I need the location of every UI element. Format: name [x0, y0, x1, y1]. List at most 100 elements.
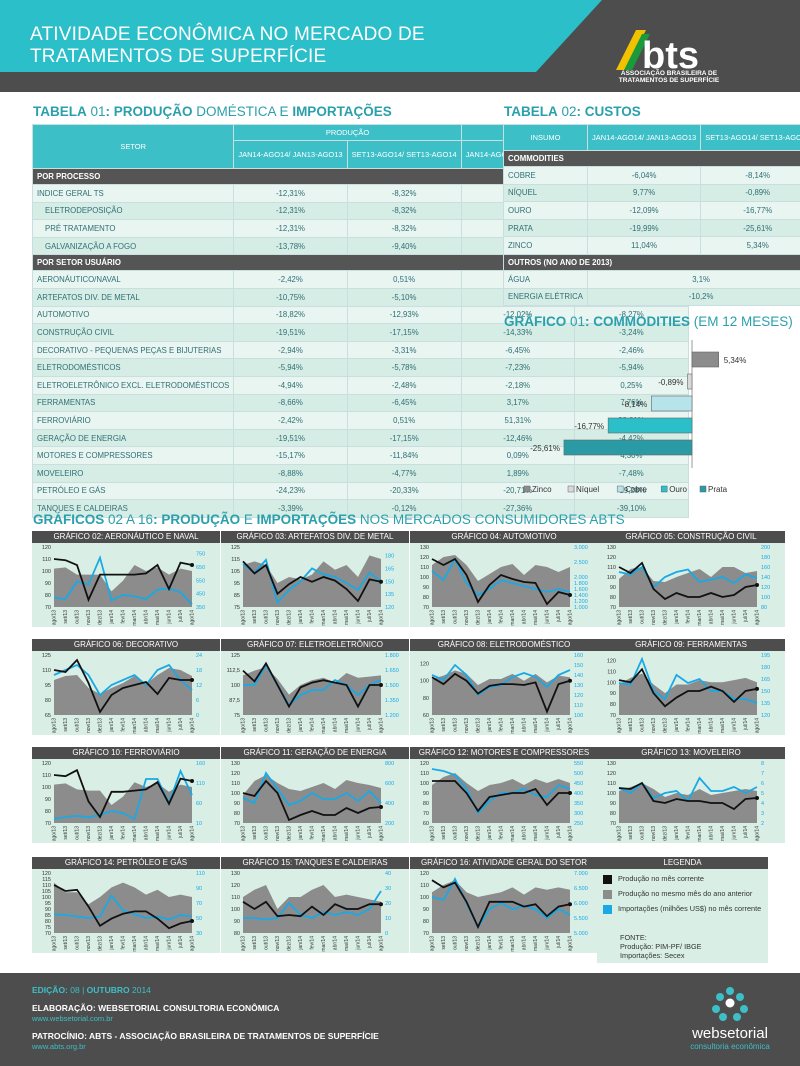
bar-label: -25,61%	[530, 444, 560, 453]
y1-tick: 100	[420, 895, 429, 901]
marker-last-current	[379, 579, 383, 584]
x-tick: jan/14	[674, 610, 680, 625]
table-row: ZINCO 11,04% 5,34%	[503, 236, 800, 255]
table1-title: TABELA 01: PRODUÇÃO DOMÉSTICA E IMPORTAÇ…	[33, 104, 392, 119]
chart-plot: 80 90 100 110 120 130 0 10 20 30 40 ago/13 set/13 out…	[231, 871, 391, 952]
elaboracao: ELABORAÇÃO: WEBSETORIAL CONSULTORIA ECON…	[32, 1003, 280, 1013]
x-tick: mai/14	[155, 826, 161, 841]
row-value: -27,36%	[460, 499, 575, 518]
chart-title: GRÁFICO 11: GERAÇÃO DE ENERGIA	[221, 747, 409, 759]
table-row: FERRAMENTAS -8,66% -6,45% 3,17% 7,76%	[31, 393, 689, 413]
x-tick: nov/13	[275, 936, 281, 951]
x-tick: jan/14	[298, 826, 304, 841]
row-value: 0,51%	[346, 411, 462, 430]
brand-name: websetorial	[692, 1025, 768, 1042]
x-tick: fev/14	[310, 610, 316, 624]
x-tick: set/13	[628, 718, 634, 732]
y1-tick: 70	[45, 821, 51, 827]
x-tick: fev/14	[121, 936, 127, 950]
y1-tick: 110	[420, 565, 429, 571]
x-tick: ago/13	[241, 936, 247, 952]
y2-tick: 30	[196, 931, 202, 937]
chart-title: GRÁFICO 14: PETRÓLEO E GÁS	[32, 857, 220, 869]
area-previous	[54, 565, 192, 607]
chart-g04: GRÁFICO 04: AUTOMOTIVO 70 80 90 100 110 120 130…	[410, 531, 598, 627]
x-tick: ago/14	[568, 826, 574, 842]
table-row: COBRE -6,04% -8,14%	[503, 166, 800, 185]
x-tick: set/13	[63, 826, 69, 840]
row-value: -12,46%	[460, 428, 575, 448]
marker-last-current	[190, 919, 194, 923]
x-tick: set/13	[252, 610, 258, 624]
y1-tick: 90	[423, 585, 429, 591]
y2-tick: 50	[196, 916, 202, 922]
legend-label: Níquel	[576, 485, 599, 494]
chart-title: GRÁFICO 04: AUTOMOTIVO	[410, 531, 598, 543]
row-value: -8,88%	[233, 463, 348, 483]
commodities-bar-chart: 5,34% -0,89% -8,14% -16,77% -25,61% Zinco Níqu…	[523, 340, 746, 494]
patrocinio-link[interactable]: www.abts.org.br	[32, 1042, 86, 1051]
y2-tick: 350	[196, 605, 205, 611]
x-tick: fev/14	[686, 826, 692, 840]
y1-tick: 100	[231, 683, 240, 689]
x-tick: dez/13	[476, 936, 482, 951]
y1-tick: 100	[607, 575, 616, 581]
chart-g06: GRÁFICO 06: DECORATIVO 65 80 95 110 125 0 6 12 18…	[32, 639, 220, 735]
y1-tick: 125	[231, 653, 240, 659]
y1-tick: 70	[234, 821, 240, 827]
elaboracao-link[interactable]: www.websetorial.com.br	[32, 1014, 113, 1023]
y2-tick: 70	[196, 901, 202, 907]
area-previous	[432, 880, 570, 933]
line-imports	[618, 656, 758, 704]
row-name: OURO	[503, 201, 588, 220]
row-value: -3,31%	[346, 340, 462, 360]
area-previous	[243, 885, 381, 933]
row-value: -39,10%	[573, 499, 689, 518]
marker-last-current	[379, 683, 383, 687]
y2-tick: 350	[574, 801, 583, 807]
y2-tick: 135	[385, 592, 394, 598]
area-previous	[619, 567, 757, 607]
row-value: -8,14%	[700, 166, 800, 185]
row-value: -2,46%	[573, 340, 689, 360]
row-value: -6,45%	[460, 340, 575, 360]
y1-tick: 70	[610, 821, 616, 827]
x-tick: jul/14	[743, 826, 749, 839]
line-imports	[243, 890, 382, 921]
x-tick: mar/14	[132, 826, 138, 842]
t2-group-label: OUTROS (NO ANO DE 2013)	[502, 253, 800, 271]
row-value: -0,12%	[346, 499, 462, 518]
row-value: 0,25%	[573, 375, 689, 395]
bar-níquel	[687, 373, 693, 390]
y1-tick: 120	[607, 555, 616, 561]
row-name: FERRAMENTAS	[31, 393, 235, 413]
x-tick: mai/14	[344, 718, 350, 733]
charts-section-title: GRÁFICOS 02 A 16: PRODUÇÃO E IMPORTAÇÕES…	[33, 512, 625, 527]
y1-tick: 70	[45, 931, 51, 937]
y1-tick: 130	[420, 545, 429, 551]
table-row: OURO -12,09% -16,77%	[503, 201, 800, 220]
x-tick: mai/14	[720, 826, 726, 841]
chart-g07: GRÁFICO 07: ELETROELETRÔNICO 75 87,5 100 112…	[221, 639, 409, 735]
legend-swatch	[699, 485, 707, 493]
y2-tick: 20	[385, 901, 391, 907]
x-tick: mai/14	[155, 718, 161, 733]
y1-tick: 95	[45, 683, 51, 689]
line-current	[431, 672, 571, 714]
y1-tick: 110	[420, 771, 429, 777]
y1-tick: 70	[423, 811, 429, 817]
y2-tick: 400	[385, 801, 394, 807]
row-value: -5,94%	[233, 358, 348, 377]
y1-tick: 110	[607, 781, 616, 787]
y1-tick: 110	[231, 781, 240, 787]
row-name: ENERGIA ELÉTRICA	[503, 287, 588, 307]
x-tick: dez/13	[663, 610, 669, 625]
y2-tick: 180	[761, 665, 770, 671]
row-value: 11,04%	[586, 236, 702, 255]
chart-title: GRÁFICO 03: ARTEFATOS DIV. DE METAL	[221, 531, 409, 543]
y2-tick: 5.500	[574, 916, 588, 922]
x-tick: mar/14	[132, 936, 138, 952]
x-tick: dez/13	[287, 826, 293, 841]
x-tick: mai/14	[720, 718, 726, 733]
y2-tick: 165	[761, 677, 770, 683]
